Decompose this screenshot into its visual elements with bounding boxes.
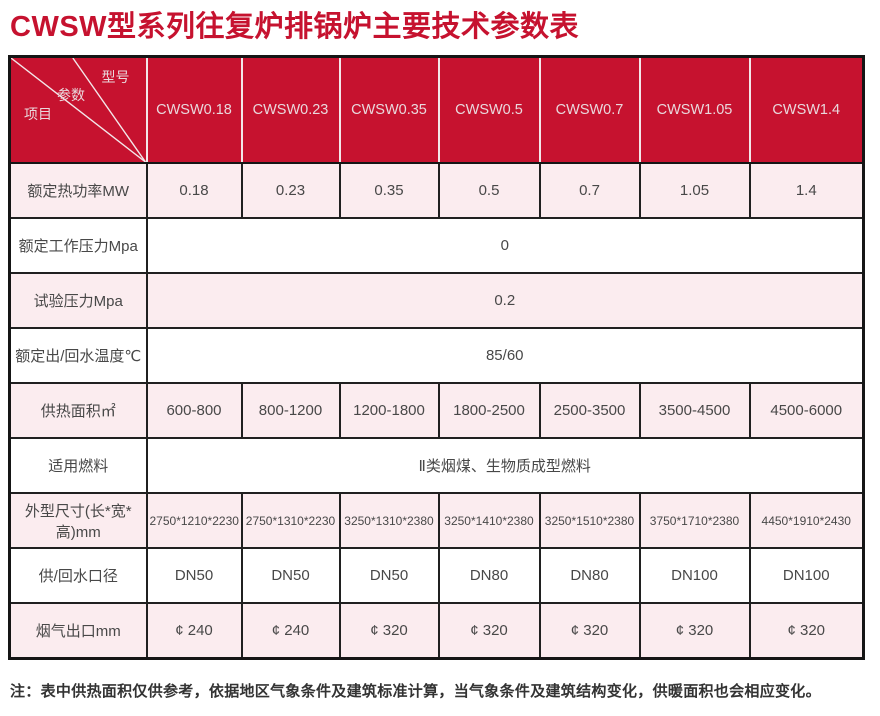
model-header-cell: CWSW0.23 <box>240 56 340 164</box>
value-cell: 600-800 <box>145 382 243 439</box>
table-row: 烟气出口mm ¢ 240 ¢ 240 ¢ 320 ¢ 320 ¢ 320 ¢ 3… <box>8 602 865 659</box>
spec-table: 型号 参数 项目 CWSW0.18 CWSW0.23 CWSW0.35 CWSW… <box>8 55 865 660</box>
value-cell: 1.05 <box>638 162 751 219</box>
value-cell: ¢ 320 <box>437 602 541 659</box>
row-label-cell: 额定工作压力Mpa <box>8 217 148 274</box>
value-cell: 800-1200 <box>240 382 341 439</box>
value-cell: DN100 <box>638 547 751 604</box>
value-cell: 2750*1210*2230 <box>145 492 243 549</box>
merged-value-cell: 85/60 <box>145 327 865 384</box>
model-header-cell: CWSW0.5 <box>437 56 540 164</box>
value-cell: 1800-2500 <box>437 382 541 439</box>
value-cell: 0.23 <box>240 162 341 219</box>
value-cell: DN50 <box>338 547 440 604</box>
value-cell: 1200-1800 <box>338 382 440 439</box>
value-cell: DN50 <box>240 547 341 604</box>
page-title: CWSW型系列往复炉排锅炉主要技术参数表 <box>10 11 580 43</box>
table-row: 供热面积㎡ 600-800 800-1200 1200-1800 1800-25… <box>8 382 865 439</box>
value-cell: DN80 <box>538 547 641 604</box>
model-header-cell: CWSW1.4 <box>748 56 864 164</box>
value-cell: DN50 <box>145 547 243 604</box>
corner-label-model: 型号 <box>101 69 130 85</box>
table-row: 外型尺寸(长*宽*高)mm 2750*1210*2230 2750*1310*2… <box>8 492 865 549</box>
row-label-cell: 额定出/回水温度℃ <box>8 327 148 384</box>
row-label-cell: 试验压力Mpa <box>8 272 148 329</box>
model-header-cell: CWSW1.05 <box>638 56 750 164</box>
footnote: 注：表中供热面积仅供参考，依据地区气象条件及建筑标准计算，当气象条件及建筑结构变… <box>10 682 821 700</box>
table-row: 额定工作压力Mpa 0 <box>8 217 865 274</box>
corner-label-item: 项目 <box>24 106 52 122</box>
model-header-cell: CWSW0.35 <box>338 56 439 164</box>
table-row: 供/回水口径 DN50 DN50 DN50 DN80 DN80 DN100 DN… <box>8 547 865 604</box>
model-header-cell: CWSW0.7 <box>538 56 640 164</box>
corner-label-param: 参数 <box>57 87 85 103</box>
diagonal-divider-lines <box>11 58 146 162</box>
merged-value-cell: Ⅱ类烟煤、生物质成型燃料 <box>145 437 865 494</box>
model-header-cell: CWSW0.18 <box>145 56 242 164</box>
value-cell: 3250*1310*2380 <box>338 492 440 549</box>
row-label-cell: 适用燃料 <box>8 437 148 494</box>
value-cell: 2750*1310*2230 <box>240 492 341 549</box>
value-cell: 4450*1910*2430 <box>748 492 865 549</box>
value-cell: 0.5 <box>437 162 541 219</box>
corner-cell: 型号 参数 项目 <box>8 56 147 164</box>
value-cell: ¢ 240 <box>240 602 341 659</box>
row-label-cell: 烟气出口mm <box>8 602 148 659</box>
value-cell: DN80 <box>437 547 541 604</box>
value-cell: 0.35 <box>338 162 440 219</box>
value-cell: 3250*1510*2380 <box>538 492 641 549</box>
row-label-cell: 额定热功率MW <box>8 162 148 219</box>
value-cell: DN100 <box>748 547 865 604</box>
merged-value-cell: 0.2 <box>145 272 865 329</box>
table-row: 试验压力Mpa 0.2 <box>8 272 865 329</box>
value-cell: 0.18 <box>145 162 243 219</box>
value-cell: 2500-3500 <box>538 382 641 439</box>
value-cell: 3500-4500 <box>638 382 751 439</box>
table-row: 额定出/回水温度℃ 85/60 <box>8 327 865 384</box>
value-cell: ¢ 320 <box>638 602 751 659</box>
merged-value-cell: 0 <box>145 217 865 274</box>
value-cell: 0.7 <box>538 162 641 219</box>
row-label-cell: 供/回水口径 <box>8 547 148 604</box>
value-cell: ¢ 240 <box>145 602 243 659</box>
value-cell: ¢ 320 <box>748 602 865 659</box>
value-cell: ¢ 320 <box>338 602 440 659</box>
value-cell: 3750*1710*2380 <box>638 492 751 549</box>
value-cell: 4500-6000 <box>748 382 865 439</box>
value-cell: 3250*1410*2380 <box>437 492 541 549</box>
table-row: 额定热功率MW 0.18 0.23 0.35 0.5 0.7 1.05 1.4 <box>8 162 865 219</box>
header-row: 型号 参数 项目 CWSW0.18 CWSW0.23 CWSW0.35 CWSW… <box>8 56 864 164</box>
row-label-cell: 供热面积㎡ <box>8 382 148 439</box>
value-cell: ¢ 320 <box>538 602 641 659</box>
value-cell: 1.4 <box>748 162 865 219</box>
table-row: 适用燃料 Ⅱ类烟煤、生物质成型燃料 <box>8 437 865 494</box>
row-label-cell: 外型尺寸(长*宽*高)mm <box>8 492 148 549</box>
